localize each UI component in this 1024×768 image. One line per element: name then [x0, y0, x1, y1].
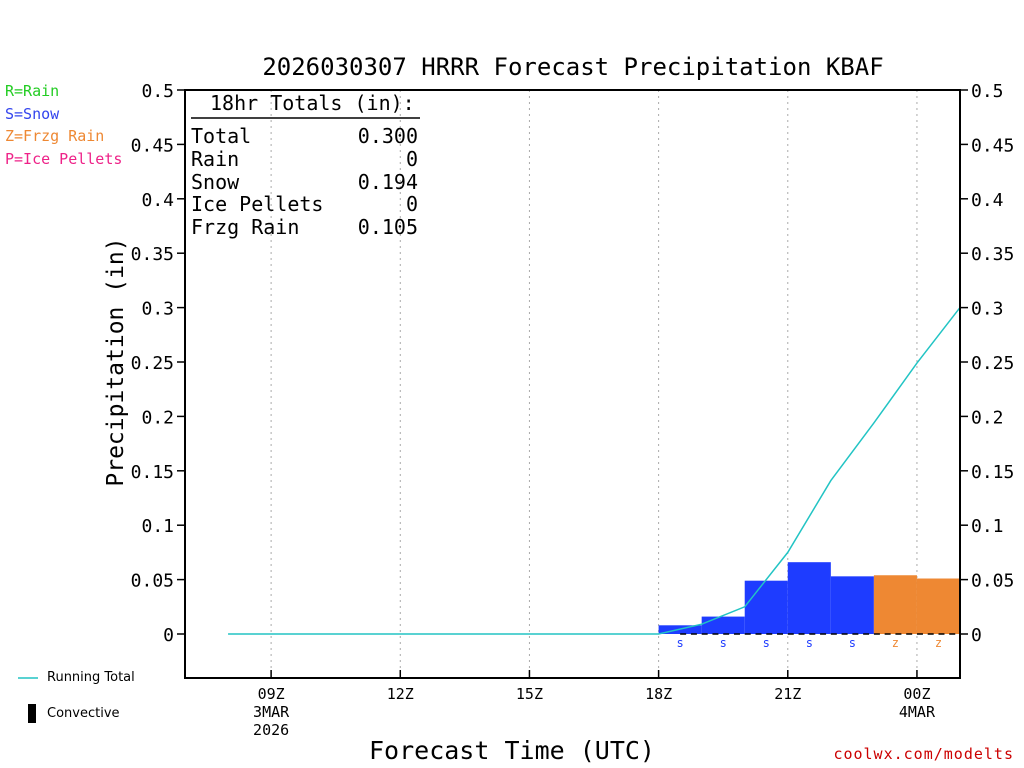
totals-heading: 18hr Totals (in):: [210, 91, 415, 115]
y-tick-label-left: 0.4: [141, 190, 174, 211]
precip-bar: [830, 576, 874, 634]
totals-label: Rain: [191, 147, 239, 171]
precip-type-label: s: [677, 636, 684, 650]
bar-group: [658, 562, 960, 634]
totals-value: 0: [406, 147, 418, 171]
precip-bar: [744, 580, 788, 634]
totals-value: 0.300: [358, 124, 418, 148]
x-tick-label: 09Z: [258, 685, 285, 703]
precip-type-label: s: [763, 636, 770, 650]
totals-value: 0.105: [358, 215, 418, 239]
totals-value: 0: [406, 192, 418, 216]
y-tick-label-right: 0.2: [971, 407, 1004, 428]
y-tick-label-left: 0: [163, 625, 174, 646]
legend-ice-pellets: P=Ice Pellets: [5, 150, 123, 168]
precip-bar: [701, 616, 745, 634]
precip-type-label: z: [892, 636, 899, 650]
y-tick-label-right: 0.4: [971, 190, 1004, 211]
y-tick-label-right: 0.35: [971, 244, 1014, 265]
totals-value: 0.194: [358, 170, 418, 194]
precip-bar: [787, 562, 831, 634]
y-tick-label-right: 0.1: [971, 516, 1004, 537]
convective-legend-swatch: [28, 704, 36, 723]
y-tick-label-left: 0.25: [131, 353, 174, 374]
running-total-legend-label: Running Total: [47, 670, 135, 685]
y-tick-label-left: 0.15: [131, 462, 174, 483]
y-tick-label-right: 0.15: [971, 462, 1014, 483]
credit-link[interactable]: coolwx.com/modelts: [833, 745, 1014, 763]
x-tick-label: 3MAR: [253, 703, 290, 721]
y-tick-label-left: 0.05: [131, 571, 174, 592]
precip-type-label: z: [935, 636, 942, 650]
y-tick-label-left: 0.35: [131, 244, 174, 265]
totals-label: Total: [191, 124, 251, 148]
precip-type-label: s: [720, 636, 727, 650]
legend-rain: R=Rain: [5, 82, 60, 100]
legend-frzg-rain: Z=Frzg Rain: [5, 127, 105, 145]
y-tick-label-left: 0.3: [141, 299, 174, 320]
convective-legend-label: Convective: [47, 706, 120, 721]
x-tick-label: 00Z: [903, 685, 930, 703]
precip-bar: [873, 575, 917, 634]
precip-type-label: s: [806, 636, 813, 650]
grid-lines: [270, 90, 918, 678]
precip-bar: [916, 578, 960, 634]
axis-ticks: 0 0 0.05 0.05 0.1 0.1 0.15 0.15 0.2 0.2 0.25 0.25 0.…: [131, 81, 1015, 739]
x-tick-label: 15Z: [516, 685, 543, 703]
y-tick-label-right: 0.25: [971, 353, 1014, 374]
x-tick-label: 4MAR: [899, 703, 936, 721]
y-tick-label-left: 0.2: [141, 407, 174, 428]
y-tick-label-left: 0.1: [141, 516, 174, 537]
running-total-line: [228, 307, 961, 635]
totals-label: Frzg Rain: [191, 215, 299, 239]
y-tick-label-right: 0: [971, 625, 982, 646]
y-tick-label-right: 0.45: [971, 135, 1014, 156]
x-tick-label: 21Z: [774, 685, 801, 703]
y-tick-label-right: 0.05: [971, 571, 1014, 592]
x-tick-label: 18Z: [645, 685, 672, 703]
y-tick-label-right: 0.5: [971, 81, 1004, 102]
precip-type-label: s: [849, 636, 856, 650]
y-tick-label-right: 0.3: [971, 299, 1004, 320]
legend-snow: S=Snow: [5, 105, 60, 123]
totals-label: Snow: [191, 170, 240, 194]
x-tick-label: 12Z: [387, 685, 414, 703]
totals-label: Ice Pellets: [191, 192, 323, 216]
x-axis-label: Forecast Time (UTC): [369, 736, 655, 765]
plot-frame: [184, 89, 961, 679]
y-axis-label: Precipitation (in): [103, 237, 129, 486]
chart-title: 2026030307 HRRR Forecast Precipitation K…: [262, 53, 883, 81]
x-tick-label: 2026: [253, 721, 289, 739]
y-tick-label-left: 0.5: [141, 81, 174, 102]
y-tick-label-left: 0.45: [131, 135, 174, 156]
totals-box: 18hr Totals (in): Total 0.300 Rain 0 Sno…: [191, 91, 420, 239]
